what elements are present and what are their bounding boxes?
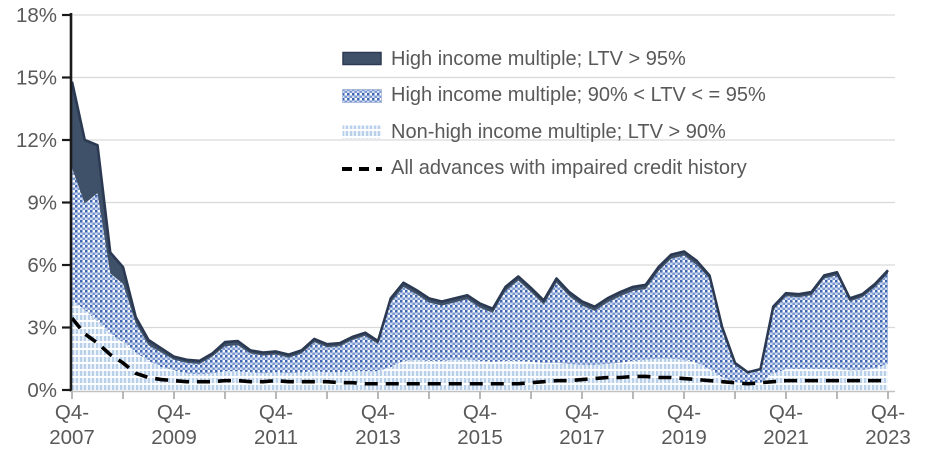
svg-text:2007: 2007: [49, 426, 95, 449]
svg-text:2023: 2023: [865, 426, 911, 449]
area-non-high-income-ltv90: [72, 300, 888, 390]
svg-text:Q4-: Q4-: [871, 401, 905, 424]
area-top-edge: [70, 81, 889, 374]
x-axis-labels: Q4-2007Q4-2009Q4-2011Q4-2013Q4-2015Q4-20…: [49, 401, 911, 449]
svg-text:2013: 2013: [355, 426, 401, 449]
legend-item-high-ltv95: High income multiple; LTV > 95%: [342, 41, 766, 78]
line-impaired-credit-history: [70, 316, 888, 386]
svg-text:Q4-: Q4-: [157, 401, 191, 424]
dashed-line-swatch-icon: [342, 166, 382, 171]
svg-text:2009: 2009: [151, 426, 197, 449]
svg-text:0%: 0%: [27, 379, 57, 402]
legend-item-nonhigh-ltv90: Non-high income multiple; LTV > 90%: [342, 114, 766, 151]
x-axis: [71, 390, 895, 399]
svg-text:Q4-: Q4-: [361, 401, 395, 424]
svg-text:Q4-: Q4-: [565, 401, 599, 424]
solid-navy-swatch-icon: [342, 52, 382, 66]
diagonal-hatch-swatch-icon: [342, 88, 382, 103]
gridlines: [72, 14, 895, 329]
svg-text:Q4-: Q4-: [259, 401, 293, 424]
svg-text:2015: 2015: [457, 426, 503, 449]
svg-text:18%: 18%: [16, 4, 57, 27]
legend-item-high-ltv90-95: High income multiple; 90% < LTV < = 95%: [342, 78, 766, 115]
svg-text:2017: 2017: [559, 426, 605, 449]
svg-text:Q4-: Q4-: [769, 401, 803, 424]
svg-text:Q4-: Q4-: [463, 401, 497, 424]
svg-text:15%: 15%: [16, 67, 57, 90]
svg-text:Q4-: Q4-: [667, 401, 701, 424]
legend-label: Non-high income multiple; LTV > 90%: [391, 120, 726, 143]
y-axis-labels: 0% 3% 6% 9% 12% 15% 18%: [16, 4, 57, 402]
legend-label: High income multiple; LTV > 95%: [391, 47, 686, 70]
svg-text:Q4-: Q4-: [55, 401, 89, 424]
svg-text:9%: 9%: [27, 192, 57, 215]
legend: High income multiple; LTV > 95% High inc…: [342, 41, 766, 187]
svg-text:2011: 2011: [254, 426, 298, 449]
plot-area: 0%3%6%9%12%15%18%Q4-2007Q4-2009Q4-2011Q4…: [16, 4, 911, 449]
svg-text:3%: 3%: [27, 317, 57, 340]
svg-text:2019: 2019: [661, 426, 707, 449]
svg-text:6%: 6%: [27, 254, 57, 277]
svg-text:12%: 12%: [16, 129, 57, 152]
y-axis: [62, 13, 73, 392]
svg-text:2021: 2021: [763, 426, 809, 449]
legend-label: All advances with impaired credit histor…: [391, 157, 747, 180]
light-lattice-swatch-icon: [342, 125, 382, 139]
area-high-income-ltv90-95: [72, 168, 888, 384]
legend-label: High income multiple; 90% < LTV < = 95%: [391, 84, 766, 107]
legend-item-impaired-credit: All advances with impaired credit histor…: [342, 151, 766, 188]
